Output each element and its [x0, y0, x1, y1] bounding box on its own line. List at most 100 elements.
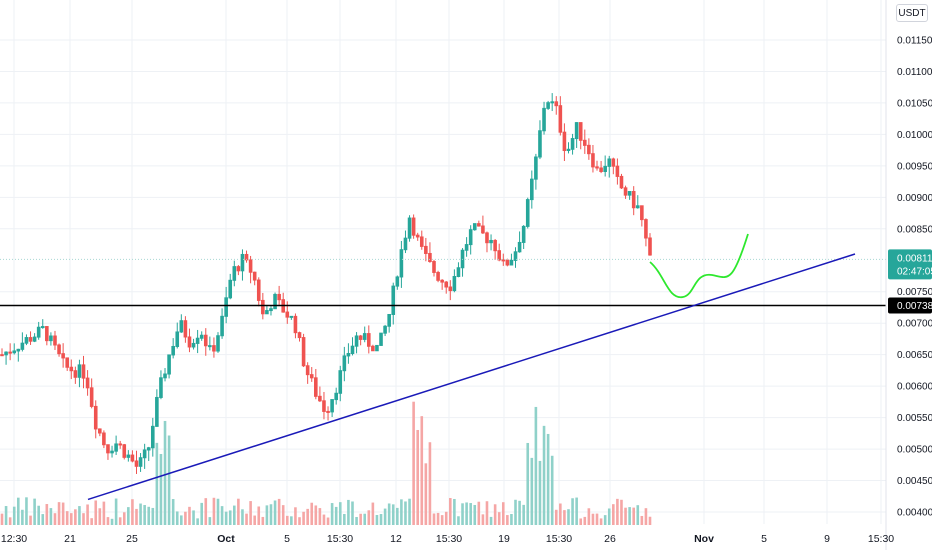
time-axis[interactable]: 12:30 21 25 Oct 5 15:30 12 15:30 19 15:30 26 Nov 5 9 1…: [1, 533, 894, 545]
candle-body: [501, 259, 506, 262]
candle-body: [32, 336, 37, 342]
candle-body: [452, 276, 457, 292]
volume-bar: [579, 518, 583, 525]
candle-body: [150, 425, 155, 449]
candle-body: [57, 344, 61, 355]
level-price-badge: [888, 297, 932, 314]
volume-bar: [118, 517, 122, 525]
candle-body: [530, 178, 534, 201]
currency-label: USDT: [898, 7, 926, 19]
candle-body: [546, 102, 550, 109]
candle-body: [102, 432, 106, 446]
candle-body: [468, 229, 473, 246]
volume-bar: [326, 517, 330, 525]
candle-body: [383, 325, 387, 334]
candle-body: [318, 395, 322, 402]
candle-body: [305, 365, 310, 376]
candle-body: [375, 344, 379, 352]
volume-bar: [559, 503, 562, 525]
volume-bar: [298, 517, 301, 525]
volume-bar: [538, 460, 542, 525]
volume-bar: [526, 442, 530, 525]
volume-bar: [632, 507, 635, 525]
volume-bar: [110, 518, 114, 525]
volume-bar: [290, 516, 293, 525]
candle-body: [395, 276, 400, 287]
candle-body: [81, 364, 86, 379]
candle-body: [611, 158, 616, 167]
volume-bar: [457, 516, 460, 525]
candle-body: [534, 156, 538, 180]
candle-body: [293, 315, 298, 334]
grid: [0, 0, 886, 524]
volume-bar: [648, 516, 652, 525]
volume-bar: [400, 499, 403, 525]
volume-bar: [273, 500, 277, 525]
volume-bar: [127, 507, 130, 525]
candle-body: [419, 236, 424, 247]
volume-bar: [367, 510, 371, 525]
volume-bar: [420, 416, 424, 525]
candle-body: [456, 267, 461, 278]
projection-curve[interactable]: [649, 233, 749, 298]
volume-bar: [387, 503, 391, 525]
volume-bar: [416, 429, 419, 525]
volume-bar: [41, 514, 45, 525]
volume-bar: [86, 504, 89, 525]
candle-body: [542, 107, 546, 132]
candle-body: [440, 279, 444, 283]
candle-body: [362, 333, 367, 340]
volume-bar: [277, 498, 281, 525]
volume-bar: [440, 515, 444, 525]
volume-bar: [624, 507, 627, 525]
volume-bar: [477, 501, 481, 525]
countdown-label: 02:47:05: [897, 266, 932, 277]
volume-bar: [265, 505, 269, 525]
candle-body: [89, 387, 94, 407]
volume-bar: [102, 501, 106, 525]
volume-bar: [338, 502, 342, 525]
currency-button[interactable]: USDT: [896, 4, 928, 22]
candle-body: [322, 400, 326, 412]
volume-bar: [306, 508, 309, 525]
candle-body: [73, 370, 78, 378]
volume-bar: [171, 499, 175, 525]
volume-bar: [200, 502, 203, 525]
volume-bar: [224, 511, 228, 525]
candle-body: [489, 239, 493, 244]
volume-bar: [61, 502, 65, 525]
x-tick-label: 15:30: [546, 533, 572, 545]
volume-bar: [453, 498, 456, 525]
trendline[interactable]: [87, 253, 856, 501]
candle-body: [167, 354, 171, 375]
x-tick-label: 12: [390, 533, 402, 545]
volume-bar: [139, 503, 142, 525]
candle-body: [354, 335, 359, 347]
volume-bar: [216, 498, 220, 525]
candle-body: [171, 345, 175, 356]
candle-body: [285, 311, 290, 318]
candle-body: [509, 259, 514, 266]
candle-body: [12, 350, 17, 354]
volume-bar: [481, 514, 485, 525]
candle-body: [53, 335, 57, 346]
candle-body: [366, 333, 371, 347]
candle-body: [485, 232, 489, 244]
volume-bar: [616, 498, 619, 525]
volume-bar: [318, 508, 322, 525]
candle-body: [631, 191, 636, 209]
volume-bar: [159, 453, 163, 525]
volume-bar: [29, 515, 32, 525]
x-tick-label: Nov: [694, 533, 714, 545]
volume-bar: [510, 513, 513, 525]
candle-body: [399, 249, 404, 278]
